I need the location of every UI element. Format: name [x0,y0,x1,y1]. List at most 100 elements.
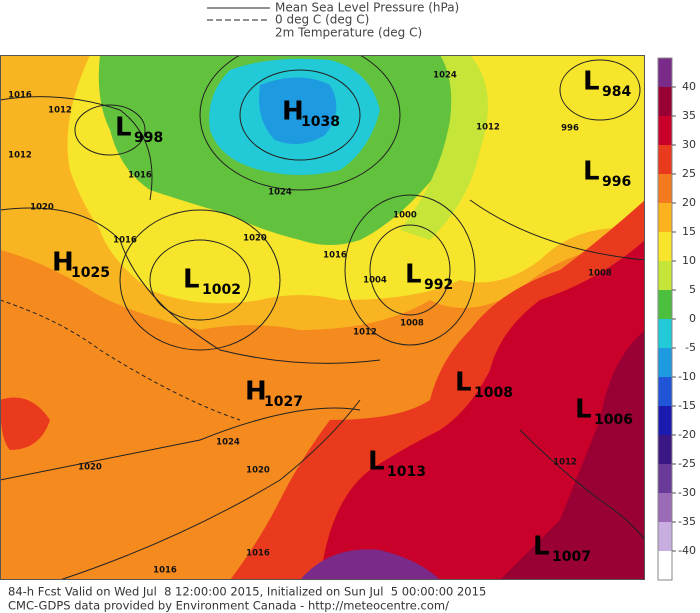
isobar-label: 1024 [433,71,457,81]
isobar [0,207,381,364]
isobar-label: 1016 [323,251,347,261]
colorbar-tick-label: -15 [678,399,696,412]
isobar-label: 1024 [216,438,240,448]
legend-label: Mean Sea Level Pressure (hPa) [275,1,459,15]
center-value: 1007 [552,549,591,565]
isobar [0,407,361,481]
colorbar-segment [658,174,672,203]
isobar [519,429,645,541]
colorbar-tick-label: -10 [678,370,696,383]
center-value: 992 [424,277,453,293]
colorbar-segment [658,203,672,232]
isobar-label: 1012 [8,151,32,161]
colorbar-segment [658,261,672,290]
center-value: 1002 [202,282,241,298]
center-letter: L [183,265,200,295]
colorbar-tick-label: -40 [678,544,696,557]
legend-label: 0 deg C (deg C) [275,13,369,27]
center-letter: L [583,67,600,97]
isobar [59,399,361,580]
center-value: 1008 [474,385,513,401]
zero-line [0,299,241,421]
isobar [344,194,476,346]
isobar [559,59,641,121]
colorbar-tick-label: 20 [682,196,696,209]
colorbar-segment [658,232,672,261]
colorbar-segment [658,551,672,580]
isobar [149,239,251,321]
temp-zone [320,240,645,580]
isobar-label: 1016 [128,171,152,181]
map-fill [0,55,645,580]
colorbar: 40 35 30 25 20 15 10 5 0 -5 -10 -15 -20 -25 -30 -35 -40 [657,57,696,581]
temp-zone [400,55,488,240]
colorbar-tick-label: 10 [682,254,696,267]
center-value: 1038 [301,114,340,130]
isobar-label: 1004 [363,276,387,286]
center-letter: H [52,248,74,278]
center-letter: H [282,97,304,127]
colorbar-segment [658,319,672,348]
isobar [199,55,401,191]
isobar [0,96,153,201]
center-letter: H [245,377,267,407]
center-value: 1027 [264,394,303,410]
isobar-label: 996 [561,124,579,134]
colorbar-tick-label: -20 [678,428,696,441]
isobar [469,199,645,261]
footer-line: 84-h Fcst Valid on Wed Jul 8 12:00:00 20… [8,585,486,599]
isobar-label: 1024 [268,188,292,198]
center-value: 998 [134,130,163,146]
colorbar-tick-label: 30 [682,138,696,151]
isobars [0,55,645,580]
colorbar-segment [658,464,672,493]
isobar [369,224,451,316]
colorbar-segment [658,116,672,145]
colorbar-tick-label: -25 [678,457,696,470]
isobar-label: 1016 [246,549,270,559]
colorbar-segment [658,58,672,87]
colorbar-tick-label: 5 [689,283,696,296]
colorbar-tick-label: 40 [682,80,696,93]
center-letter: L [115,113,132,143]
isobar-labels: 1016 1012 1012 1016 1020 1016 1020 1024 … [8,71,612,576]
isobar-label: 1012 [48,106,72,116]
isobar-label: 1016 [153,566,177,576]
center-letter: L [533,532,550,562]
colorbar-segment [658,145,672,174]
isobar-label: 1008 [400,319,424,329]
temp-zone [0,397,50,450]
colorbar-segment [658,493,672,522]
colorbar-segment [658,290,672,319]
center-letter: L [575,395,592,425]
center-value: 996 [602,174,631,190]
colorbar-tick-label: 15 [682,225,696,238]
isobar-label: 1012 [476,123,500,133]
isobar-label: 1000 [393,211,417,221]
colorbar-segment [658,377,672,406]
colorbar-segment [658,406,672,435]
isobar-label: 1020 [246,466,270,476]
isobar [74,104,146,156]
colorbar-segment [658,522,672,551]
isobar-label: 1008 [588,269,612,279]
temp-zone [300,549,440,580]
colorbar-segment [658,435,672,464]
map: 1016 1012 1012 1016 1020 1016 1020 1024 … [0,55,645,580]
center-letter: L [455,368,472,398]
center-value: 1025 [71,265,110,281]
colorbar-tick-label: -35 [678,515,696,528]
colorbar-segment [658,87,672,116]
isobar-label: 1020 [78,463,102,473]
center-letter: L [405,260,422,290]
legend: Mean Sea Level Pressure (hPa) 0 deg C (d… [207,1,459,40]
temp-zone [500,330,645,580]
isobar-label: 1016 [8,91,32,101]
colorbar-tick-label: -30 [678,486,696,499]
isobar [239,69,361,161]
isobar [119,209,281,351]
colorbar-tick-label: 0 [689,312,696,325]
isobar-label: 1020 [243,234,267,244]
